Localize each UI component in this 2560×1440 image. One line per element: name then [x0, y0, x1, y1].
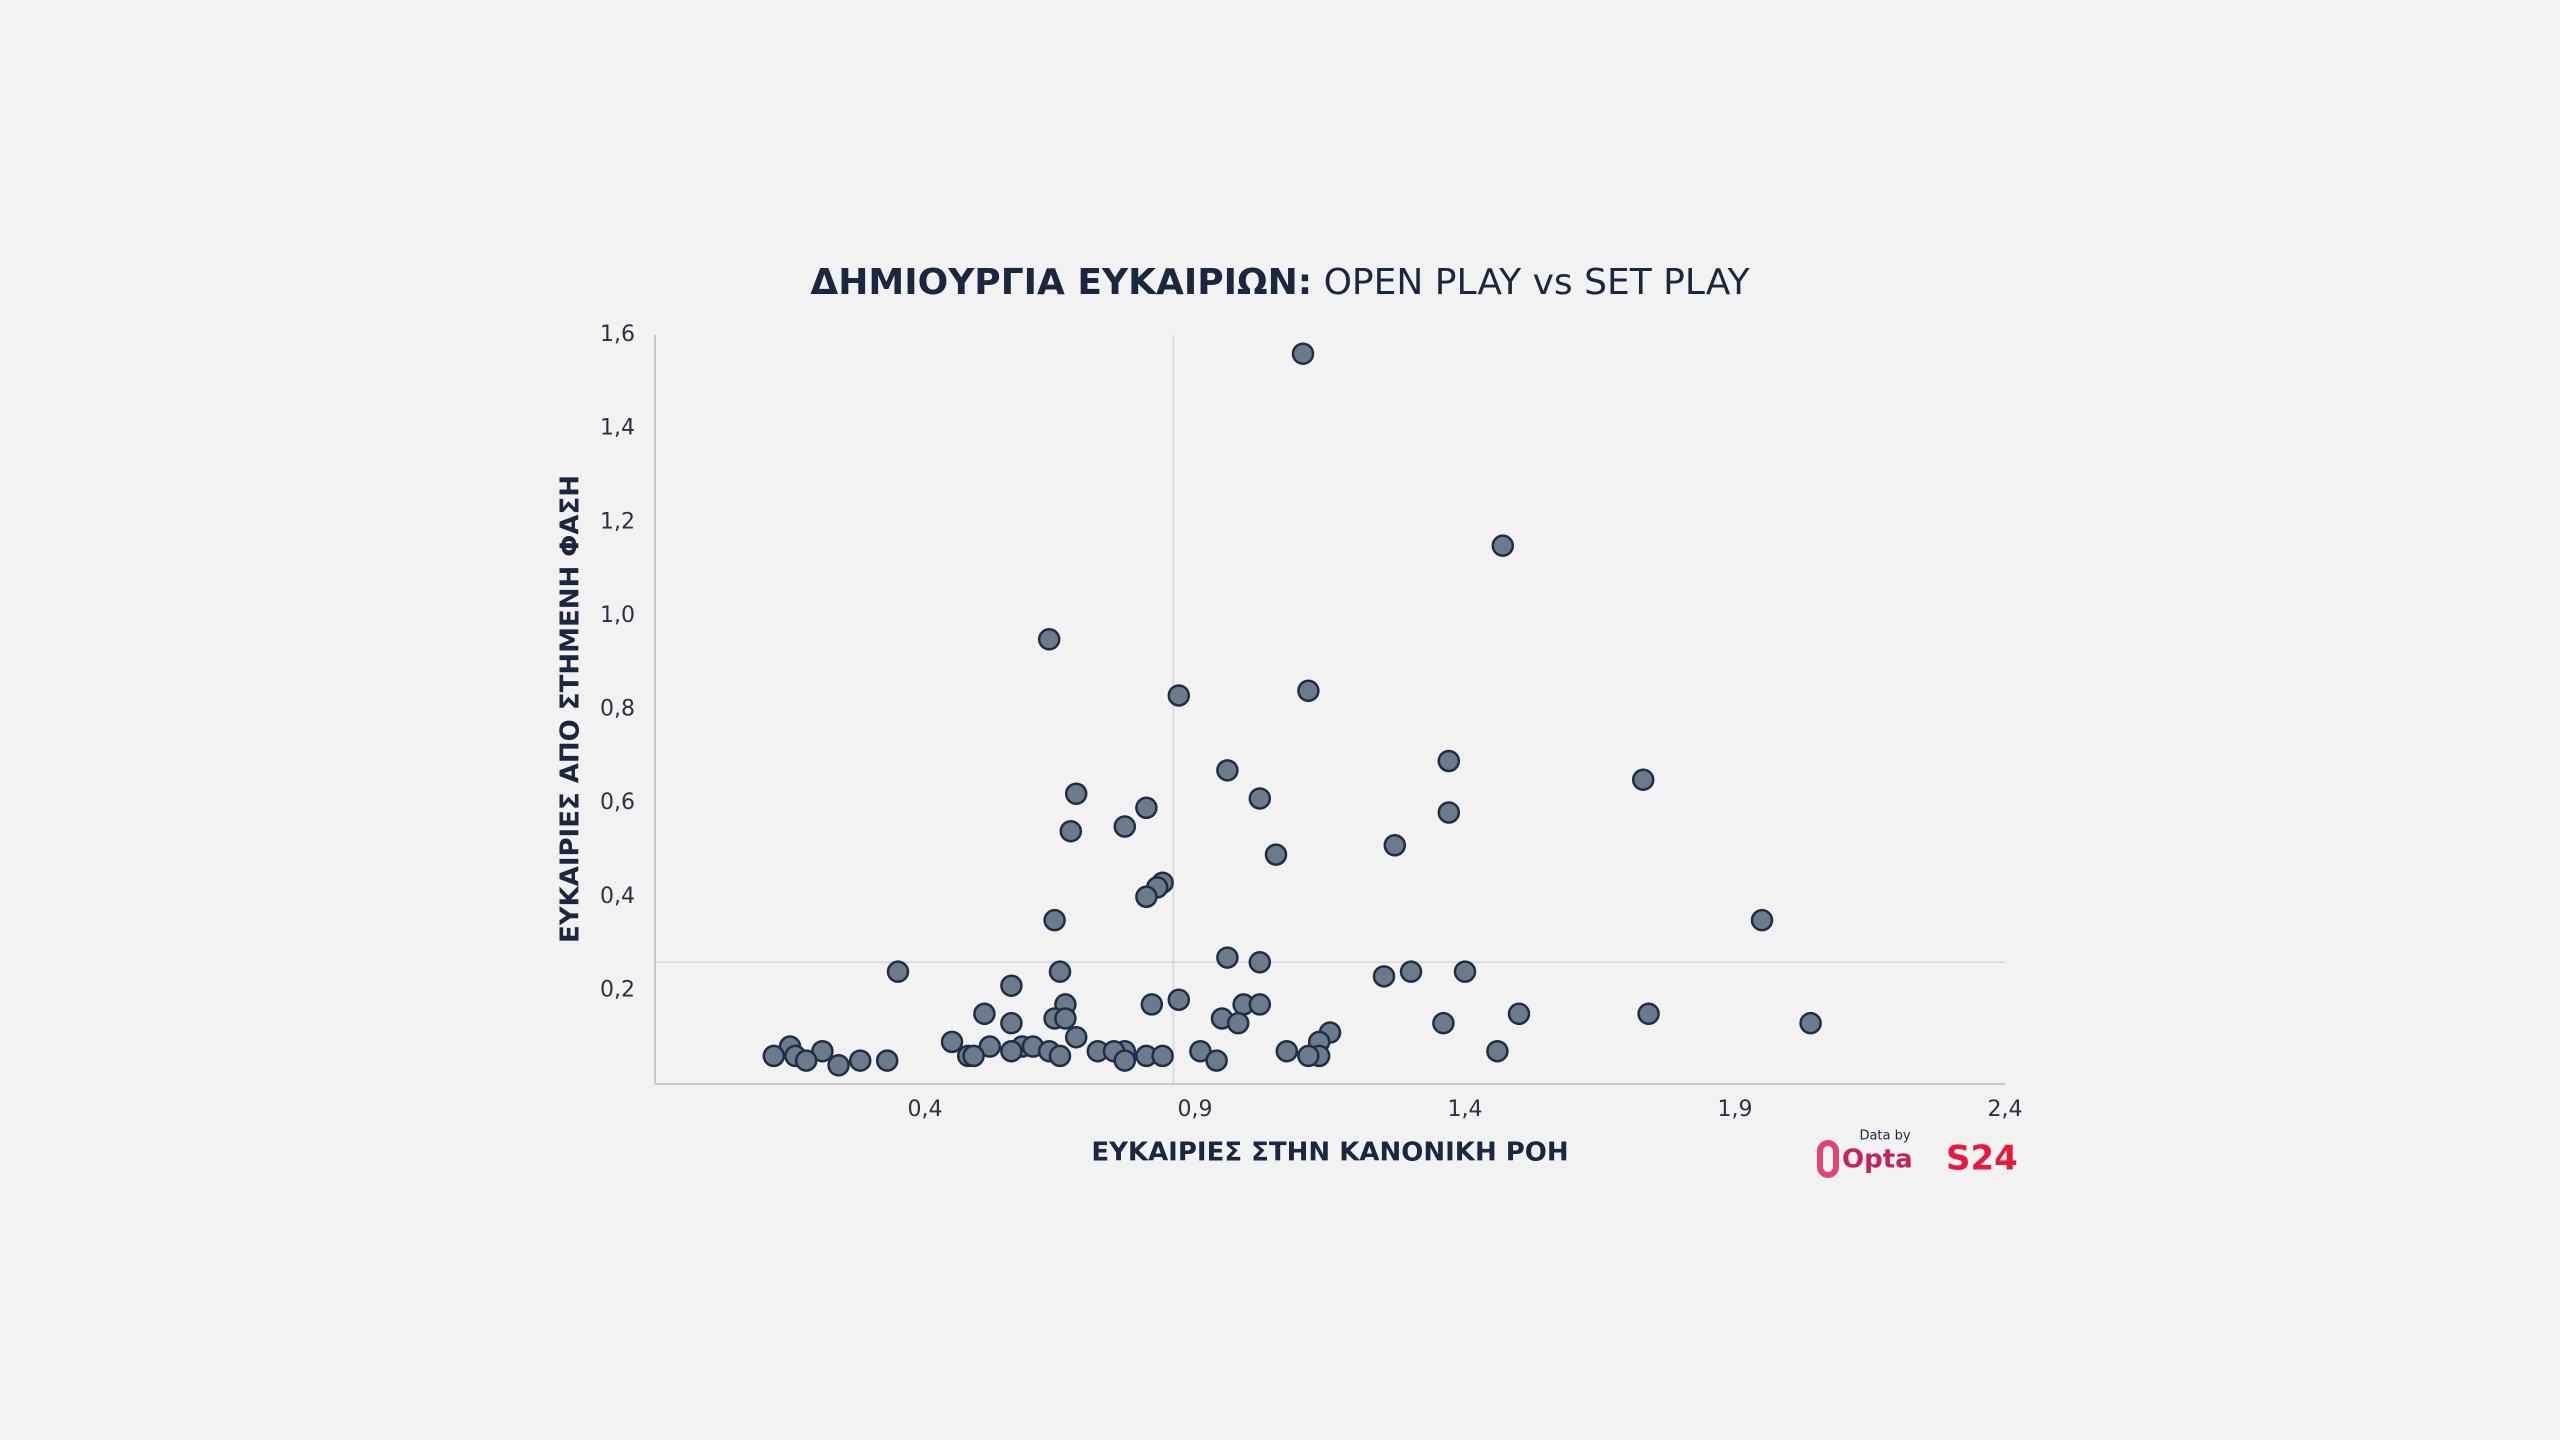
- point: [1248, 951, 1272, 974]
- point: [762, 1044, 786, 1068]
- point: [1372, 965, 1396, 988]
- point: [1248, 787, 1272, 810]
- point: [1064, 1025, 1088, 1049]
- point: [973, 1002, 996, 1026]
- y-tick-label: 0,4: [600, 884, 635, 909]
- point: [1297, 1044, 1320, 1068]
- point: [1043, 908, 1066, 932]
- point: [1135, 885, 1158, 908]
- point: [1135, 796, 1158, 820]
- point: [875, 1049, 899, 1072]
- point: [1048, 960, 1072, 983]
- point: [1437, 801, 1461, 824]
- point: [1275, 1039, 1299, 1063]
- point: [940, 1030, 964, 1054]
- point: [1486, 1039, 1509, 1063]
- point: [1264, 843, 1288, 866]
- point: [1216, 946, 1239, 969]
- point: [1291, 342, 1315, 365]
- branding: Data by Opta S24: [1817, 1129, 2018, 1179]
- x-tick-label: 1,9: [1718, 1097, 1753, 1122]
- title-rest: OPEN PLAY vs SET PLAY: [1324, 262, 1751, 303]
- outlet: S24: [1946, 1139, 2018, 1179]
- point: [1799, 1011, 1822, 1035]
- point: [1750, 908, 1774, 932]
- point: [1248, 993, 1272, 1016]
- point: [1453, 960, 1477, 983]
- point: [962, 1044, 985, 1068]
- y-axis-label: ΕΥΚΑΙΡΙΕΣ ΑΠΟ ΣΤΗΜΕΝΗ ΦΑΣΗ: [556, 475, 586, 943]
- y-tick-label: 1,6: [600, 322, 635, 347]
- point: [1167, 684, 1191, 707]
- chart-title: ΔΗΜΙΟΥΡΓΙΑ ΕΥΚΑΙΡΙΩΝ: OPEN PLAY vs SET P…: [810, 262, 1750, 303]
- point: [1000, 974, 1023, 997]
- x-axis-label: ΕΥΚΑΙΡΙΕΣ ΣΤΗΝ ΚΑΝΟΝΙΚΗ ΡΟΗ: [1091, 1138, 1568, 1168]
- point: [1059, 819, 1083, 843]
- x-tick-label: 2,4: [1988, 1097, 2023, 1122]
- provider-icon: [1817, 1140, 1839, 1178]
- x-tick-label: 1,4: [1448, 1097, 1483, 1122]
- point: [1151, 1044, 1174, 1068]
- point: [1383, 834, 1407, 857]
- point: [1113, 815, 1137, 838]
- point: [827, 1054, 850, 1077]
- y-tick-label: 1,4: [600, 416, 635, 441]
- y-tick-label: 0,8: [600, 697, 635, 722]
- x-tick-label: 0,4: [908, 1097, 943, 1122]
- point: [848, 1049, 872, 1072]
- y-tick-label: 0,6: [600, 790, 635, 815]
- point: [1437, 749, 1461, 773]
- point: [886, 960, 910, 983]
- point: [1216, 759, 1239, 782]
- point: [1205, 1049, 1228, 1072]
- point: [1226, 1011, 1250, 1035]
- y-tick-label: 0,2: [600, 977, 635, 1002]
- point: [1297, 679, 1320, 703]
- provider: Opta: [1842, 1145, 1913, 1175]
- point: [1000, 1011, 1023, 1035]
- point: [1140, 993, 1164, 1016]
- point: [1491, 534, 1515, 557]
- point: [1167, 988, 1191, 1011]
- point: [1037, 628, 1061, 651]
- y-tick-label: 1,2: [600, 509, 635, 534]
- point: [1048, 1044, 1072, 1068]
- point: [1637, 1002, 1660, 1026]
- x-tick-label: 0,9: [1178, 1097, 1213, 1122]
- point: [1000, 1039, 1023, 1063]
- point: [1113, 1049, 1137, 1072]
- point: [794, 1049, 818, 1072]
- point: [1507, 1002, 1531, 1026]
- point: [1432, 1011, 1455, 1035]
- point: [1054, 1007, 1077, 1030]
- credit: Data by: [1859, 1129, 1910, 1144]
- point: [1399, 960, 1423, 983]
- point: [1064, 782, 1088, 806]
- point: [1631, 768, 1655, 791]
- title-bold: ΔΗΜΙΟΥΡΓΙΑ ΕΥΚΑΙΡΙΩΝ:: [810, 262, 1312, 303]
- y-tick-label: 1,0: [600, 603, 635, 628]
